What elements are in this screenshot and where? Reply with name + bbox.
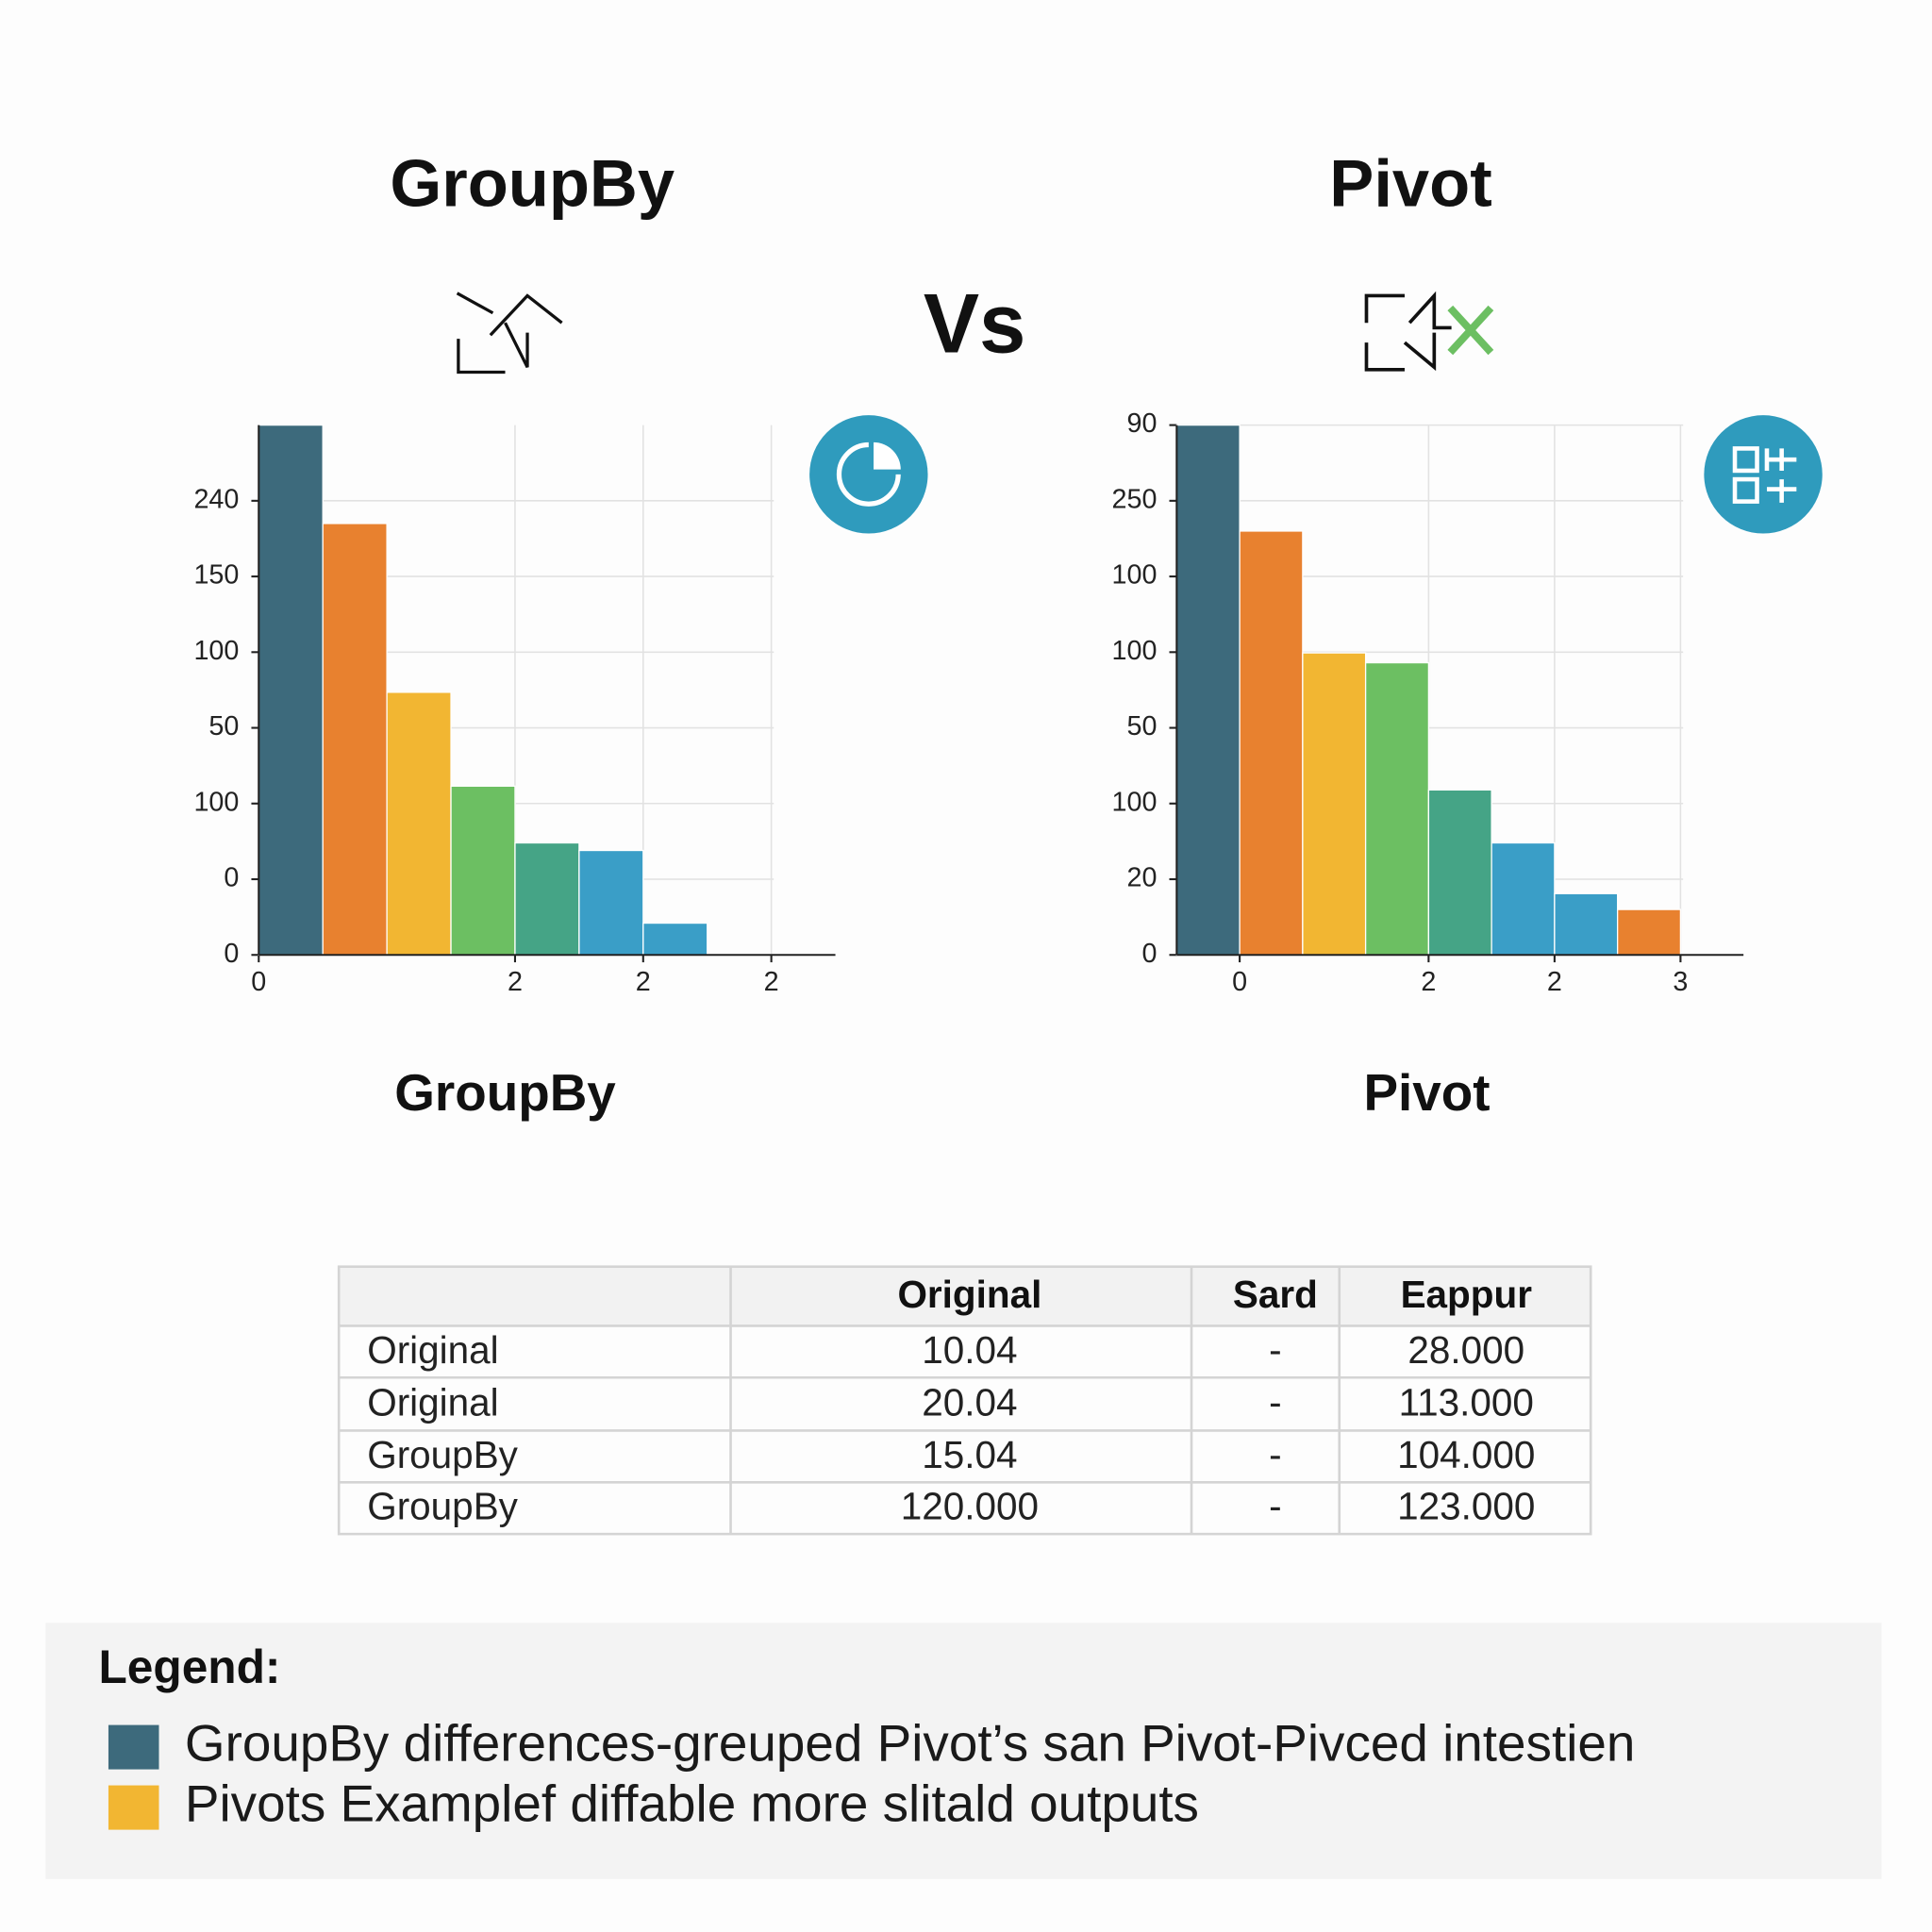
pie-badge — [809, 415, 928, 534]
y-tick-label: 50 — [1126, 711, 1157, 741]
bar — [514, 841, 580, 956]
table-cell: Original — [367, 1328, 498, 1372]
legend-title: Legend: — [98, 1641, 280, 1693]
x-tick-label: 2 — [508, 967, 523, 997]
bar — [1427, 789, 1492, 956]
legend: Legend: GroupBy differences-greuped Pivot… — [45, 1623, 1882, 1879]
table-cell: 123.000 — [1397, 1485, 1535, 1528]
y-tick-label: 20 — [1126, 863, 1157, 893]
data-table: Original Sard Eappur Original 10.04 - 28.000 Or… — [337, 1265, 1592, 1536]
y-tick-label: 240 — [193, 484, 239, 514]
y-tick-label: 150 — [193, 560, 239, 591]
table-cell: 10.04 — [922, 1328, 1017, 1372]
table-cell: 20.04 — [922, 1380, 1017, 1424]
right-title: Pivot — [1329, 145, 1491, 220]
bar — [578, 849, 644, 956]
bar — [386, 691, 452, 956]
bar — [1491, 841, 1556, 956]
table-header: Eappur — [1401, 1273, 1533, 1316]
x-tick-label: 2 — [764, 967, 779, 997]
y-tick-label: 90 — [1126, 408, 1157, 439]
table-cell: - — [1269, 1380, 1281, 1424]
legend-bg — [45, 1623, 1882, 1879]
table-header: Sard — [1233, 1273, 1318, 1316]
bar — [1616, 908, 1682, 956]
bar — [450, 785, 516, 956]
x-tick-label: 2 — [1421, 967, 1436, 997]
legend-swatch — [108, 1724, 159, 1770]
bar — [1239, 530, 1304, 956]
x-tick-label: 3 — [1673, 967, 1688, 997]
chart-caption: GroupBy — [394, 1063, 616, 1122]
table-cell: 104.000 — [1397, 1433, 1535, 1476]
legend-swatch — [108, 1785, 159, 1830]
table-border — [337, 1265, 1592, 1536]
y-tick-label: 0 — [1141, 939, 1157, 969]
bar — [1364, 661, 1430, 956]
bar — [1302, 652, 1367, 956]
legend-label: Pivots Examplef diffable more slitald ou… — [185, 1774, 1199, 1833]
table-header-bg — [339, 1266, 1591, 1326]
table-cell: - — [1269, 1433, 1281, 1476]
y-tick-label: 100 — [193, 636, 239, 666]
y-tick-label: 100 — [1112, 787, 1158, 817]
table-header: Original — [897, 1273, 1041, 1316]
table-cell: - — [1269, 1328, 1281, 1372]
x-tick-label: 2 — [636, 967, 651, 997]
y-tick-label: 50 — [208, 711, 239, 741]
y-tick-label: 100 — [193, 787, 239, 817]
y-tick-label: 0 — [224, 863, 239, 893]
chart-caption: Pivot — [1363, 1063, 1490, 1122]
table-cell: 120.000 — [901, 1485, 1039, 1528]
table-cell: GroupBy — [367, 1433, 518, 1476]
grid-badge — [1704, 415, 1823, 534]
x-tick-label: 0 — [251, 967, 266, 997]
table-cell: GroupBy — [367, 1485, 518, 1528]
bar — [1175, 424, 1241, 956]
pivot-icon — [1364, 291, 1494, 372]
bar — [322, 523, 388, 956]
y-tick-label: 100 — [1112, 560, 1158, 591]
bar — [258, 424, 324, 956]
bar — [1554, 892, 1619, 956]
legend-label: GroupBy differences-greuped Pivot’s san … — [185, 1714, 1635, 1773]
table-cell: 28.000 — [1407, 1328, 1524, 1372]
x-tick-label: 2 — [1547, 967, 1562, 997]
left-title: GroupBy — [390, 145, 675, 220]
vs-label: Vs — [924, 276, 1026, 370]
table-cell: 113.000 — [1399, 1380, 1534, 1424]
groupby-icon — [456, 291, 563, 375]
y-tick-label: 0 — [224, 939, 239, 969]
bar — [642, 922, 708, 956]
table-cell: 15.04 — [922, 1433, 1017, 1476]
y-tick-label: 250 — [1112, 484, 1158, 514]
table-cell: Original — [367, 1380, 498, 1424]
table-cell: - — [1269, 1485, 1281, 1528]
y-tick-label: 100 — [1112, 636, 1158, 666]
x-tick-label: 0 — [1232, 967, 1247, 997]
